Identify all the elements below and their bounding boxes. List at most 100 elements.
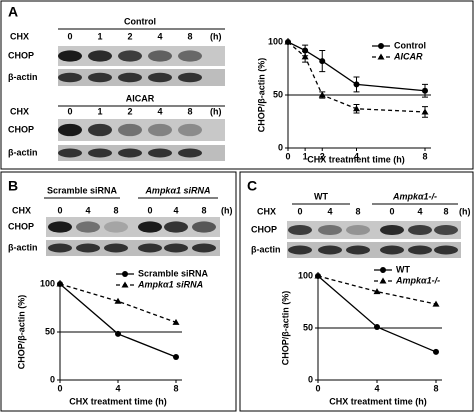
data-point: [314, 272, 322, 279]
legend-marker: [121, 281, 129, 288]
blot-band: [76, 221, 100, 233]
lane-label: 4: [85, 205, 90, 215]
y-tick-label: 50: [45, 326, 55, 336]
blot-title: AICAR: [126, 93, 155, 103]
x-axis-label: CHX treatment time (h): [69, 396, 167, 406]
lane-header: CHX: [257, 206, 276, 216]
lane-unit: (h): [210, 106, 222, 116]
blot-band: [58, 50, 82, 62]
y-tick-label: 50: [273, 89, 283, 99]
lane-label: 2: [127, 31, 132, 41]
y-axis-label: CHOP/β-actin (%): [16, 295, 26, 370]
legend-marker: [380, 267, 386, 273]
blot-band: [288, 245, 312, 255]
blot-band: [148, 148, 172, 158]
lane-label: 8: [355, 206, 360, 216]
lane-label: 0: [297, 206, 302, 216]
lane-header: CHX: [10, 31, 29, 41]
panel-frame: [0, 171, 237, 412]
row-label: CHOP: [8, 221, 34, 231]
panel-label: C: [247, 178, 257, 194]
blot-band: [88, 72, 112, 83]
lane-label: 8: [201, 205, 206, 215]
lane-label: 4: [157, 31, 162, 41]
panel-label: B: [8, 178, 18, 194]
blot-band: [178, 72, 202, 83]
group-label: Scramble siRNA: [47, 185, 118, 195]
blot-band: [408, 224, 432, 236]
lane-label: 4: [173, 205, 178, 215]
data-point: [56, 280, 64, 287]
data-point: [422, 87, 428, 94]
lane-label: 4: [417, 206, 422, 216]
blot-band: [192, 243, 216, 253]
blot-band: [88, 123, 112, 137]
lane-header: CHX: [12, 205, 31, 215]
x-tick-label: 0: [285, 151, 290, 161]
lane-label: 1: [97, 106, 102, 116]
blot-band: [48, 243, 72, 253]
data-point: [421, 108, 429, 115]
blot-band: [380, 224, 404, 236]
blot-band: [88, 50, 112, 62]
lane-label: 4: [157, 106, 162, 116]
x-tick-label: 0: [57, 383, 62, 393]
x-tick-label: 4: [354, 151, 359, 161]
blot-band: [318, 245, 342, 255]
blot-band: [88, 148, 112, 158]
y-tick-label: 100: [268, 36, 283, 46]
lane-label: 0: [67, 31, 72, 41]
blot-band: [178, 50, 202, 62]
y-tick-label: 0: [50, 374, 55, 384]
panel-frame: [0, 0, 474, 170]
data-point: [373, 288, 381, 295]
row-label: β-actin: [8, 242, 38, 252]
legend-label: Ampkα1-/-: [395, 275, 440, 285]
data-point: [284, 38, 292, 45]
y-axis-label: CHOP/β-actin (%): [256, 58, 266, 133]
y-tick-label: 0: [278, 142, 283, 152]
x-tick-label: 4: [374, 383, 379, 393]
blot-band: [408, 245, 432, 255]
blot-band: [178, 148, 202, 158]
data-point: [353, 81, 360, 88]
row-label: β-actin: [8, 72, 38, 82]
blot-title: Control: [124, 16, 156, 26]
blot-band: [118, 148, 142, 158]
row-label: CHOP: [8, 50, 34, 60]
x-tick-label: 1: [303, 151, 308, 161]
row-label: β-actin: [251, 244, 281, 254]
blot-band: [104, 243, 128, 253]
lane-label: 2: [127, 106, 132, 116]
series-line: [59, 283, 177, 324]
lane-label: 0: [67, 106, 72, 116]
legend-label: Control: [394, 40, 426, 50]
series-line: [317, 275, 437, 305]
blot-band: [138, 243, 162, 253]
blot-band: [58, 148, 82, 158]
lane-label: 8: [113, 205, 118, 215]
legend-label: Scramble siRNA: [138, 268, 209, 278]
x-axis-label: CHX treatment time (h): [329, 396, 427, 406]
legend-marker: [122, 271, 128, 277]
group-label: Ampkα1-/-: [392, 191, 437, 201]
blot-band: [48, 221, 72, 233]
lane-label: 0: [147, 205, 152, 215]
lane-label: 8: [187, 106, 192, 116]
blot-band: [104, 221, 128, 233]
legend-label: Ampkα1 siRNA: [137, 279, 203, 289]
x-tick-label: 2: [320, 151, 325, 161]
data-point: [319, 58, 326, 65]
x-tick-label: 8: [173, 383, 178, 393]
blot-band: [118, 50, 142, 62]
legend-marker: [377, 53, 385, 60]
lane-label: 0: [389, 206, 394, 216]
data-point: [172, 318, 180, 325]
blot-band: [192, 221, 216, 233]
lane-label: 4: [327, 206, 332, 216]
series-line: [317, 275, 437, 353]
lane-label: 8: [187, 31, 192, 41]
y-axis-label: CHOP/β-actin (%): [280, 291, 290, 366]
blot-band: [346, 245, 370, 255]
